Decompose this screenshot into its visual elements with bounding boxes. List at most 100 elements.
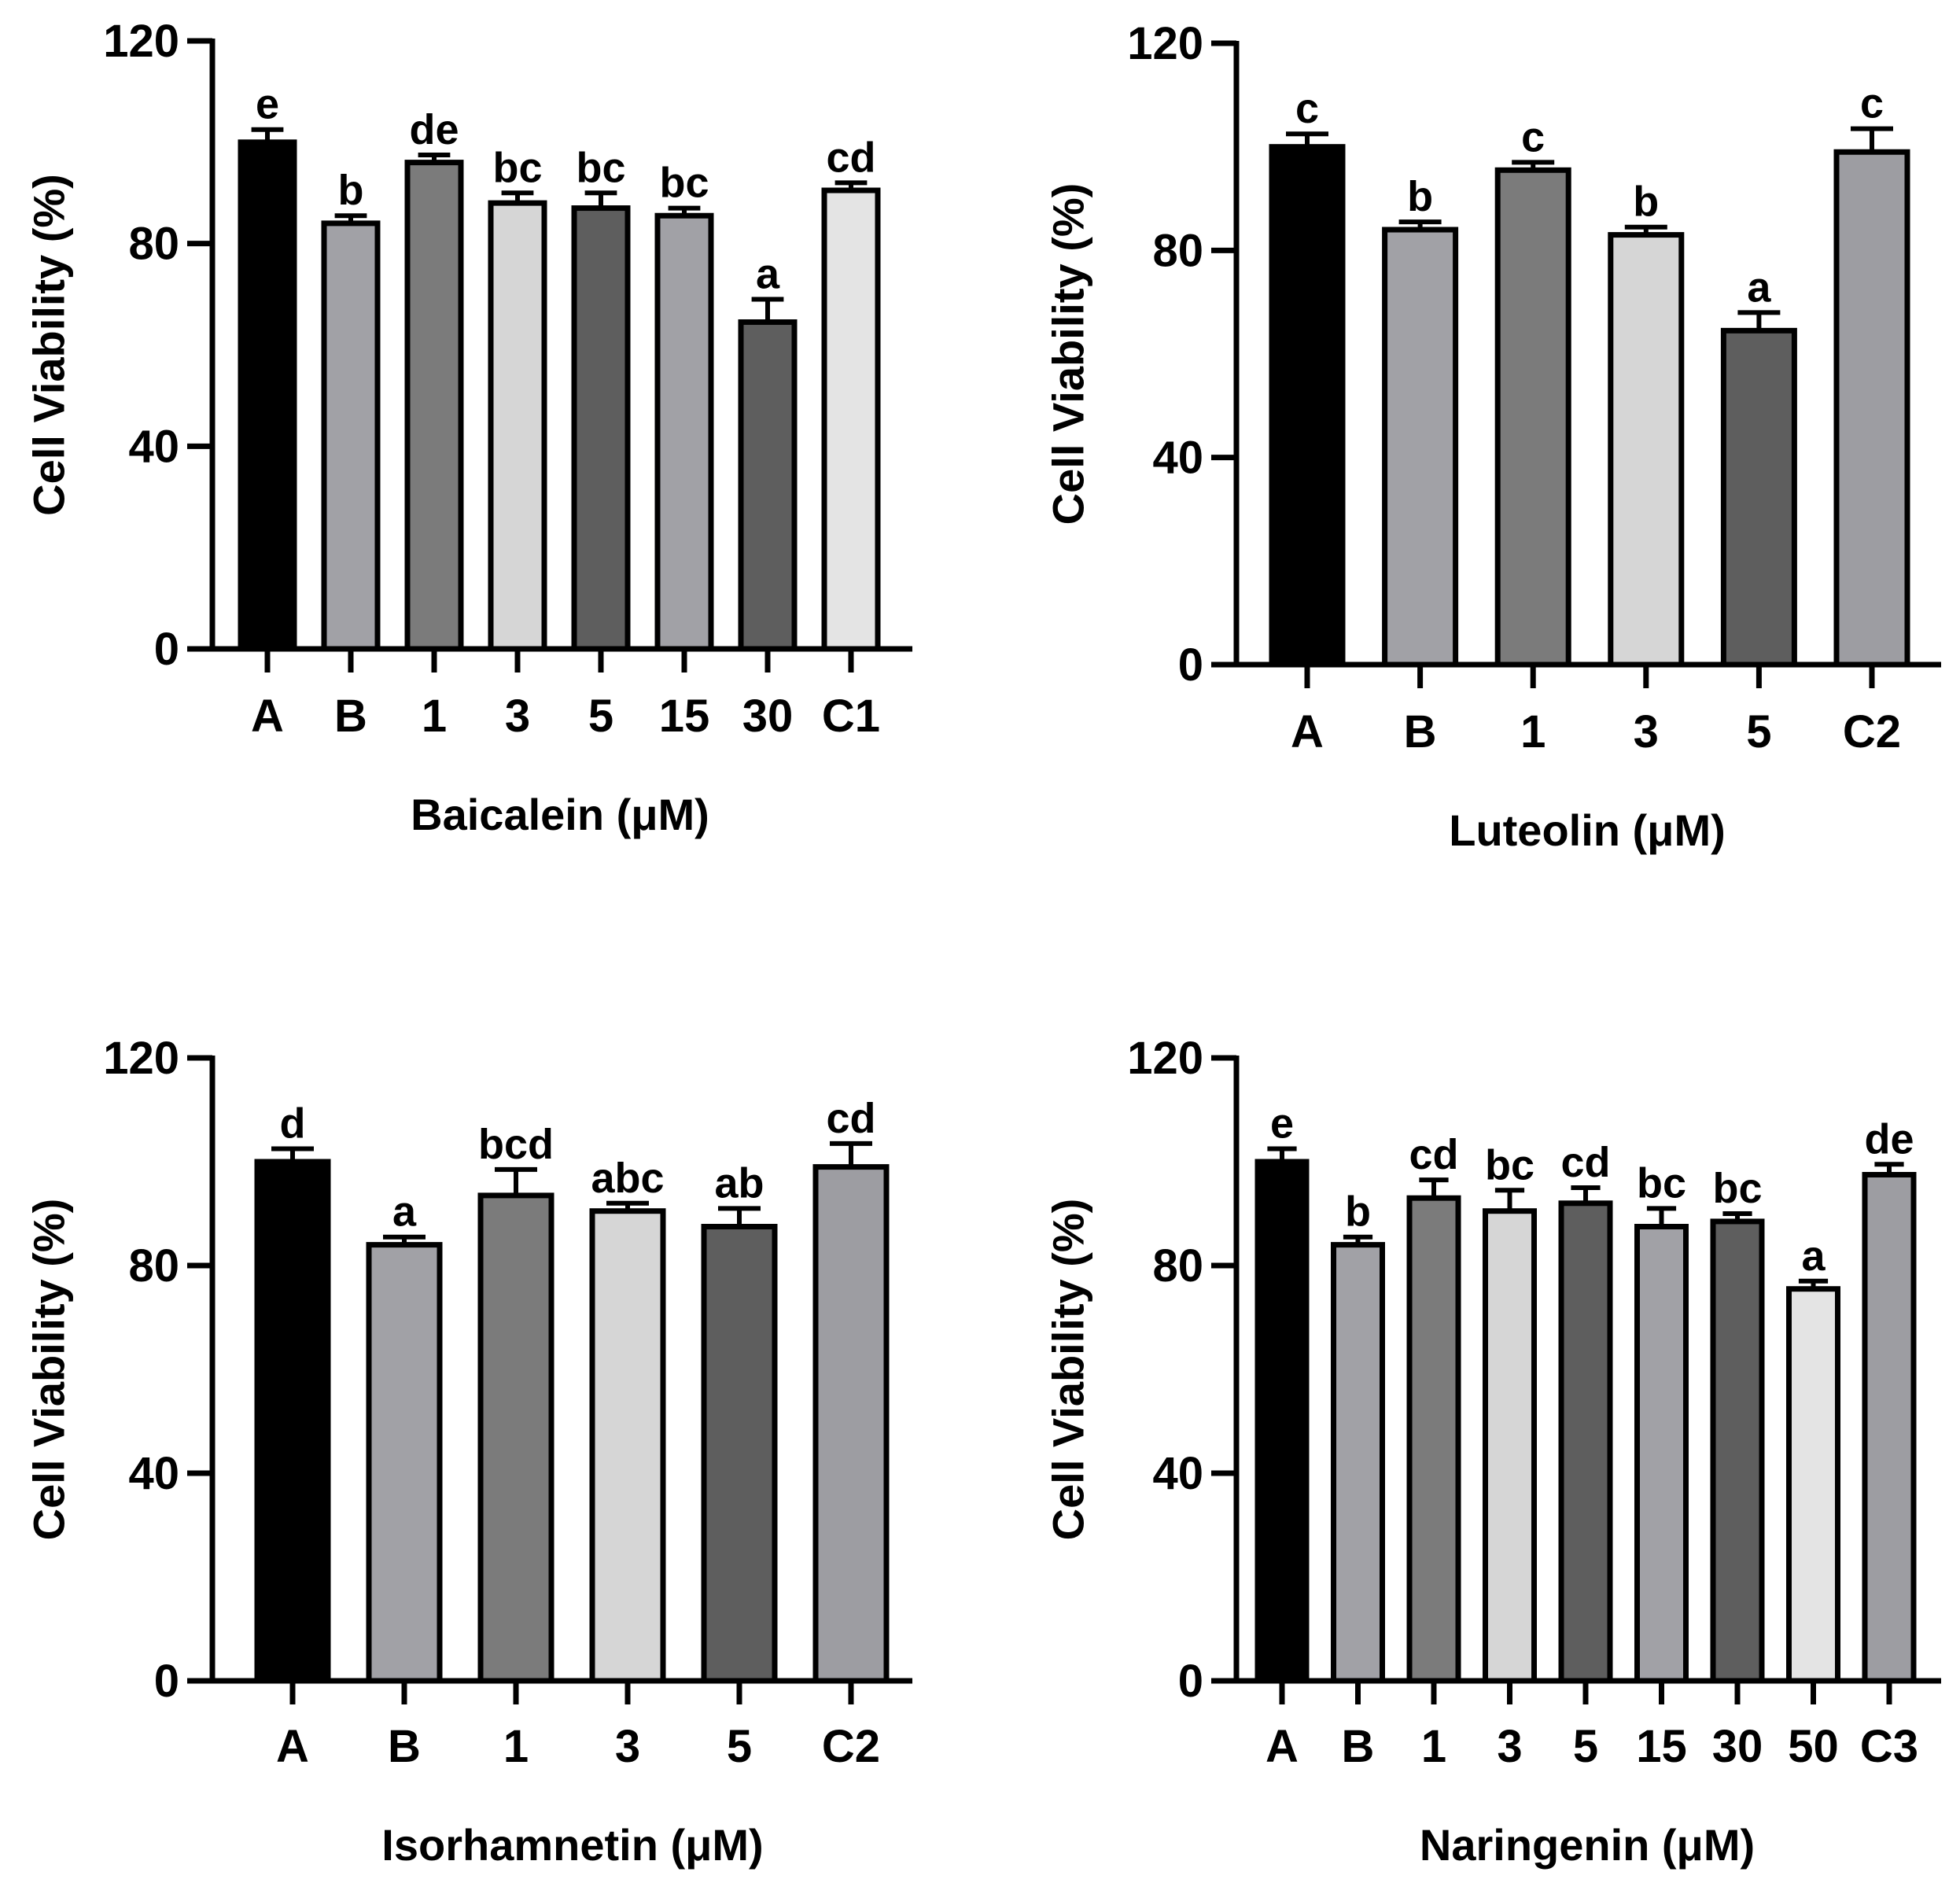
x-tick-label: 1 bbox=[503, 1721, 529, 1772]
y-tick-label: 80 bbox=[1152, 1240, 1203, 1292]
x-tick-label: 3 bbox=[615, 1721, 640, 1772]
bar bbox=[488, 200, 547, 652]
y-tick-label: 80 bbox=[1152, 225, 1203, 276]
x-tick-label: 5 bbox=[1573, 1721, 1598, 1772]
significance-label: bcd bbox=[478, 1121, 554, 1168]
significance-label: bc bbox=[576, 144, 625, 191]
bar bbox=[1710, 1218, 1765, 1684]
significance-label: abc bbox=[591, 1155, 664, 1202]
significance-label: a bbox=[1801, 1233, 1826, 1280]
y-tick-label: 40 bbox=[1152, 1448, 1203, 1499]
y-tick-label: 120 bbox=[1127, 18, 1203, 69]
bar bbox=[254, 1159, 331, 1684]
x-tick-label: B bbox=[388, 1721, 421, 1772]
bar bbox=[1634, 1224, 1689, 1684]
x-tick-label: A bbox=[1291, 706, 1324, 757]
significance-label: ab bbox=[714, 1159, 764, 1207]
significance-label: bc bbox=[1637, 1159, 1686, 1207]
bar bbox=[1786, 1286, 1840, 1684]
significance-label: bc bbox=[492, 144, 542, 191]
bar bbox=[1720, 327, 1797, 668]
bar bbox=[1494, 167, 1571, 668]
x-tick-label: 15 bbox=[659, 691, 710, 742]
significance-label: b bbox=[338, 167, 364, 214]
bar bbox=[321, 220, 381, 652]
bar bbox=[812, 1164, 890, 1684]
x-tick-label: C2 bbox=[822, 1721, 880, 1772]
bar bbox=[738, 319, 798, 652]
y-axis-title: Cell Viability (%) bbox=[24, 174, 74, 516]
significance-label: c bbox=[1295, 85, 1319, 132]
x-tick-label: C1 bbox=[822, 691, 880, 742]
x-tick-label: A bbox=[276, 1721, 309, 1772]
x-tick-label: 5 bbox=[1746, 706, 1771, 757]
bar bbox=[1862, 1172, 1917, 1684]
x-tick-label: B bbox=[1404, 706, 1437, 757]
bar bbox=[238, 139, 297, 652]
bar bbox=[1331, 1242, 1385, 1684]
x-tick-label: 30 bbox=[1712, 1721, 1763, 1772]
chart-panel-2: 0 40 80 120 Cell Viability (%) Ac Bb 1 c 3 b 5 a C2 c L… bbox=[1044, 18, 1941, 855]
chart-panel-3: 0 40 80 120 Cell Viability (%) Ad Ba 1 bcd 3 abc 5 a… bbox=[24, 1033, 912, 1870]
significance-label: c bbox=[1860, 80, 1884, 127]
bar bbox=[1833, 149, 1910, 668]
y-tick-label: 120 bbox=[1127, 1033, 1203, 1084]
x-tick-label: C3 bbox=[1860, 1721, 1918, 1772]
chart-panel-1: 0 40 80 120 Cell Viability (%) Ae Bb 1 de 3 bc 5 bc 1… bbox=[24, 16, 912, 839]
bar bbox=[1269, 144, 1346, 668]
y-tick-label: 40 bbox=[128, 421, 179, 472]
bar bbox=[477, 1192, 554, 1684]
bar bbox=[1608, 232, 1685, 668]
x-tick-label: 5 bbox=[727, 1721, 752, 1772]
significance-label: a bbox=[1747, 263, 1771, 311]
bar bbox=[571, 205, 631, 652]
significance-label: de bbox=[409, 106, 459, 153]
x-axis-title: Naringenin (μM) bbox=[1420, 1820, 1755, 1870]
x-axis-title: Isorhamnetin (μM) bbox=[381, 1820, 763, 1870]
y-tick-label: 120 bbox=[103, 16, 179, 67]
significance-label: e bbox=[256, 81, 279, 128]
x-tick-label: 50 bbox=[1788, 1721, 1839, 1772]
significance-label: cd bbox=[1409, 1131, 1458, 1178]
y-axis-title: Cell Viability (%) bbox=[24, 1199, 74, 1541]
significance-label: b bbox=[1633, 179, 1659, 226]
y-axis-title: Cell Viability (%) bbox=[1044, 1199, 1093, 1541]
x-tick-label: 3 bbox=[1634, 706, 1659, 757]
significance-label: a bbox=[756, 251, 780, 298]
significance-label: cd bbox=[826, 1095, 875, 1142]
x-tick-label: A bbox=[251, 691, 284, 742]
significance-label: b bbox=[1345, 1188, 1371, 1236]
significance-label: de bbox=[1864, 1115, 1914, 1163]
x-tick-label: 1 bbox=[1520, 706, 1546, 757]
bar bbox=[589, 1208, 666, 1684]
y-tick-label: 0 bbox=[1178, 639, 1203, 691]
significance-label: bc bbox=[1485, 1141, 1534, 1188]
x-tick-label: 3 bbox=[505, 691, 530, 742]
x-tick-label: 5 bbox=[588, 691, 613, 742]
x-tick-label: 30 bbox=[742, 691, 794, 742]
x-tick-label: B bbox=[1342, 1721, 1375, 1772]
x-axis-title: Baicalein (μM) bbox=[411, 790, 709, 839]
significance-label: a bbox=[392, 1188, 417, 1236]
x-tick-label: 15 bbox=[1636, 1721, 1687, 1772]
x-tick-label: 3 bbox=[1497, 1721, 1522, 1772]
significance-label: c bbox=[1521, 113, 1545, 160]
bar bbox=[821, 187, 881, 652]
y-tick-label: 120 bbox=[103, 1033, 179, 1084]
x-tick-label: B bbox=[334, 691, 367, 742]
y-tick-label: 80 bbox=[128, 219, 179, 270]
significance-label: cd bbox=[1560, 1139, 1610, 1186]
y-tick-label: 0 bbox=[154, 624, 179, 675]
significance-label: d bbox=[280, 1100, 306, 1148]
y-axis-title: Cell Viability (%) bbox=[1044, 183, 1093, 525]
bar bbox=[366, 1242, 443, 1684]
chart-panel-4: 0 40 80 120 Cell Viability (%) Ae Bb 1 cd 3 bc 5 cd 1… bbox=[1044, 1033, 1941, 1870]
significance-label: b bbox=[1407, 173, 1433, 220]
bar bbox=[1382, 227, 1459, 668]
y-tick-label: 40 bbox=[128, 1448, 179, 1499]
x-tick-label: 1 bbox=[422, 691, 447, 742]
bar bbox=[654, 212, 714, 652]
y-tick-label: 40 bbox=[1152, 433, 1203, 484]
y-tick-label: 0 bbox=[154, 1656, 179, 1707]
